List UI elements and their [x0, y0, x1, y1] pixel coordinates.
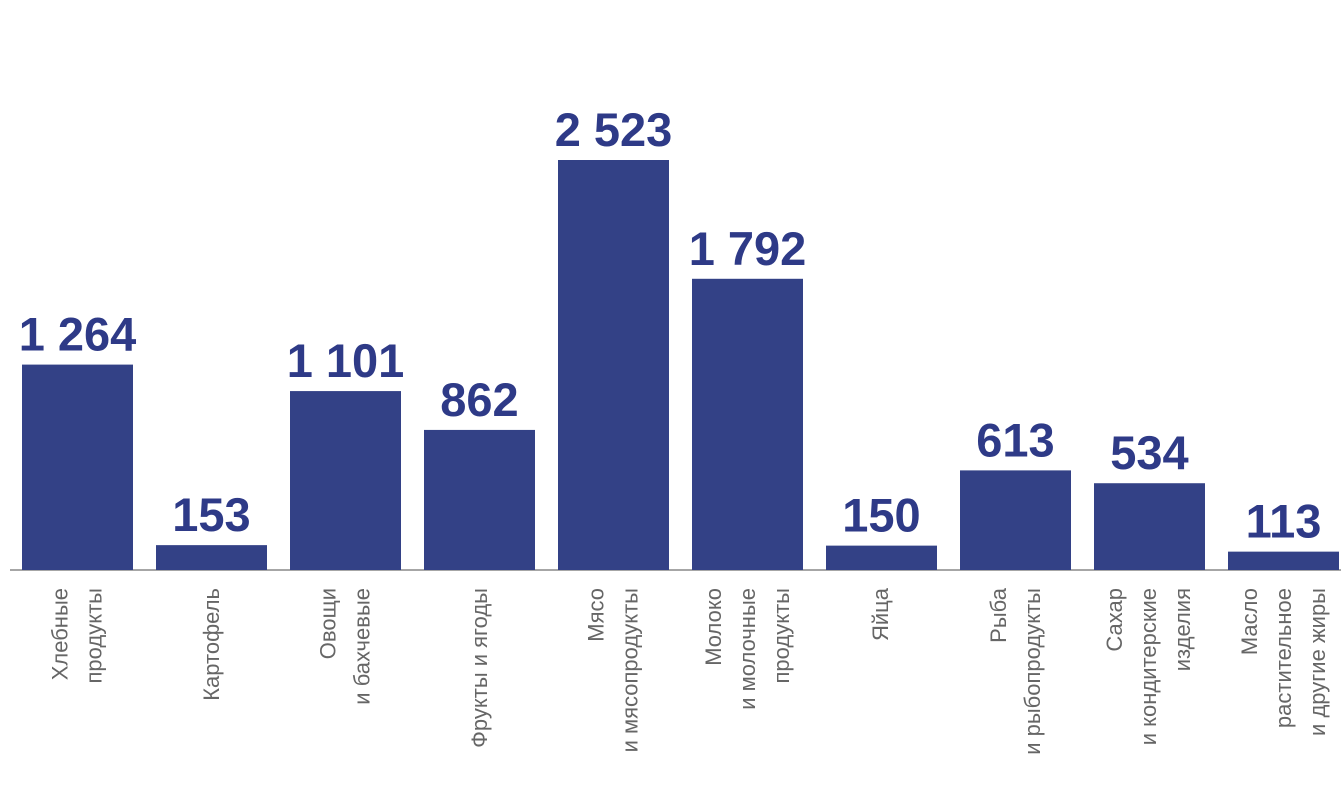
bar [156, 545, 267, 570]
bar [960, 470, 1071, 570]
x-tick-label: Масло растительное и другие жиры [1236, 588, 1330, 736]
bar [1094, 483, 1205, 570]
value-label: 153 [172, 488, 250, 541]
bar [558, 160, 669, 570]
x-tick-label: Яйца [868, 588, 894, 642]
value-label: 150 [842, 489, 920, 542]
value-label: 862 [440, 373, 518, 426]
bar [290, 391, 401, 570]
x-tick-label: Молоко и молочные продукты [700, 588, 794, 710]
x-tick-label: Картофель [198, 588, 224, 701]
value-label: 613 [976, 413, 1054, 466]
value-label: 534 [1110, 426, 1188, 479]
x-tick-label: Фрукты и ягоды [466, 588, 492, 748]
x-tick-label: Сахар и кондитерские изделия [1102, 588, 1196, 746]
x-tick-label: Овощи и бахчевые [315, 588, 375, 705]
bar [1228, 551, 1339, 570]
value-label: 1 101 [287, 334, 405, 387]
x-tick-label: Мясо и мясопродукты [583, 588, 643, 753]
bar [22, 364, 133, 570]
x-tick-label: Рыба и рыбопродукты [985, 588, 1045, 755]
value-label: 113 [1246, 495, 1322, 548]
value-label: 1 792 [689, 222, 807, 275]
x-tick-label: Хлебные продукты [47, 588, 107, 684]
bar [826, 545, 937, 570]
value-label: 2 523 [555, 103, 673, 156]
bar [692, 278, 803, 570]
bar [424, 429, 535, 570]
value-label: 1 264 [19, 308, 137, 361]
